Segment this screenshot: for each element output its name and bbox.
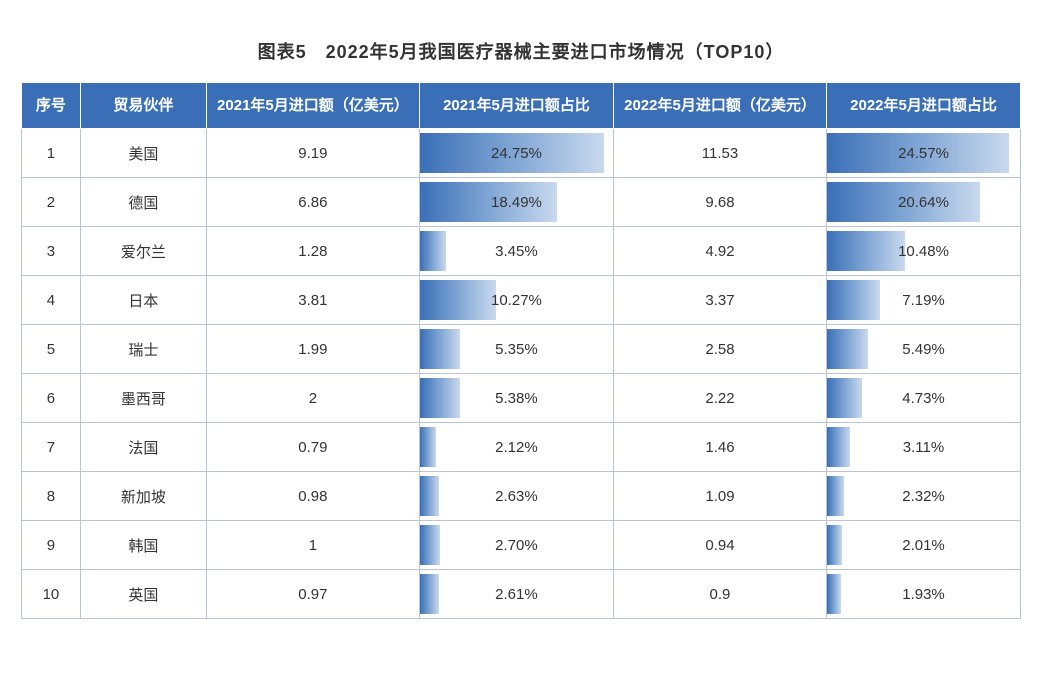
header-seq: 序号 [22, 83, 81, 129]
header-row: 序号 贸易伙伴 2021年5月进口额（亿美元） 2021年5月进口额占比 202… [22, 83, 1021, 129]
cell-amount-2021: 6.86 [206, 178, 419, 227]
cell-amount-2022: 2.58 [613, 325, 826, 374]
cell-amount-2022: 0.94 [613, 521, 826, 570]
cell-partner: 德国 [80, 178, 206, 227]
cell-amount-2021: 3.81 [206, 276, 419, 325]
cell-amount-2021: 1.99 [206, 325, 419, 374]
cell-pct-2021: 3.45% [419, 227, 613, 276]
cell-amount-2022: 1.46 [613, 423, 826, 472]
cell-pct-2022: 2.01% [827, 521, 1021, 570]
cell-amount-2021: 0.98 [206, 472, 419, 521]
cell-partner: 韩国 [80, 521, 206, 570]
cell-amount-2022: 3.37 [613, 276, 826, 325]
cell-pct-2021: 24.75% [419, 129, 613, 178]
cell-seq: 5 [22, 325, 81, 374]
cell-seq: 1 [22, 129, 81, 178]
cell-seq: 3 [22, 227, 81, 276]
table-row: 5瑞士1.995.35%2.585.49% [22, 325, 1021, 374]
cell-partner: 瑞士 [80, 325, 206, 374]
cell-seq: 4 [22, 276, 81, 325]
cell-partner: 爱尔兰 [80, 227, 206, 276]
data-table: 序号 贸易伙伴 2021年5月进口额（亿美元） 2021年5月进口额占比 202… [21, 82, 1021, 619]
cell-amount-2021: 0.79 [206, 423, 419, 472]
header-amount-2022: 2022年5月进口额（亿美元） [613, 83, 826, 129]
cell-pct-2022: 1.93% [827, 570, 1021, 619]
cell-partner: 新加坡 [80, 472, 206, 521]
table-container: Joinchain 众成数科 图表5 2022年5月我国医疗器械主要进口市场情况… [21, 20, 1021, 619]
table-title: 图表5 2022年5月我国医疗器械主要进口市场情况（TOP10） [21, 20, 1021, 82]
cell-pct-2021: 2.12% [419, 423, 613, 472]
cell-pct-2022: 4.73% [827, 374, 1021, 423]
cell-amount-2022: 0.9 [613, 570, 826, 619]
cell-pct-2022: 24.57% [827, 129, 1021, 178]
cell-amount-2021: 1.28 [206, 227, 419, 276]
cell-seq: 9 [22, 521, 81, 570]
cell-pct-2021: 5.35% [419, 325, 613, 374]
cell-pct-2021: 5.38% [419, 374, 613, 423]
cell-pct-2022: 3.11% [827, 423, 1021, 472]
header-partner: 贸易伙伴 [80, 83, 206, 129]
table-row: 7法国0.792.12%1.463.11% [22, 423, 1021, 472]
cell-pct-2021: 2.70% [419, 521, 613, 570]
header-pct-2021: 2021年5月进口额占比 [419, 83, 613, 129]
cell-pct-2022: 20.64% [827, 178, 1021, 227]
cell-pct-2022: 10.48% [827, 227, 1021, 276]
cell-seq: 7 [22, 423, 81, 472]
cell-partner: 日本 [80, 276, 206, 325]
table-row: 6墨西哥25.38%2.224.73% [22, 374, 1021, 423]
cell-partner: 英国 [80, 570, 206, 619]
cell-amount-2021: 0.97 [206, 570, 419, 619]
cell-amount-2022: 9.68 [613, 178, 826, 227]
cell-amount-2021: 9.19 [206, 129, 419, 178]
table-row: 2德国6.8618.49%9.6820.64% [22, 178, 1021, 227]
table-row: 9韩国12.70%0.942.01% [22, 521, 1021, 570]
cell-pct-2022: 5.49% [827, 325, 1021, 374]
table-row: 10英国0.972.61%0.91.93% [22, 570, 1021, 619]
table-row: 4日本3.8110.27%3.377.19% [22, 276, 1021, 325]
cell-amount-2022: 11.53 [613, 129, 826, 178]
cell-pct-2022: 2.32% [827, 472, 1021, 521]
table-row: 8新加坡0.982.63%1.092.32% [22, 472, 1021, 521]
cell-amount-2022: 1.09 [613, 472, 826, 521]
cell-seq: 6 [22, 374, 81, 423]
cell-pct-2021: 2.61% [419, 570, 613, 619]
cell-amount-2021: 2 [206, 374, 419, 423]
cell-amount-2021: 1 [206, 521, 419, 570]
cell-pct-2022: 7.19% [827, 276, 1021, 325]
cell-seq: 2 [22, 178, 81, 227]
cell-partner: 墨西哥 [80, 374, 206, 423]
cell-seq: 10 [22, 570, 81, 619]
cell-pct-2021: 2.63% [419, 472, 613, 521]
table-row: 3爱尔兰1.283.45%4.9210.48% [22, 227, 1021, 276]
cell-partner: 法国 [80, 423, 206, 472]
table-row: 1美国9.1924.75%11.5324.57% [22, 129, 1021, 178]
cell-pct-2021: 10.27% [419, 276, 613, 325]
header-pct-2022: 2022年5月进口额占比 [827, 83, 1021, 129]
cell-seq: 8 [22, 472, 81, 521]
cell-partner: 美国 [80, 129, 206, 178]
header-amount-2021: 2021年5月进口额（亿美元） [206, 83, 419, 129]
cell-pct-2021: 18.49% [419, 178, 613, 227]
cell-amount-2022: 4.92 [613, 227, 826, 276]
cell-amount-2022: 2.22 [613, 374, 826, 423]
